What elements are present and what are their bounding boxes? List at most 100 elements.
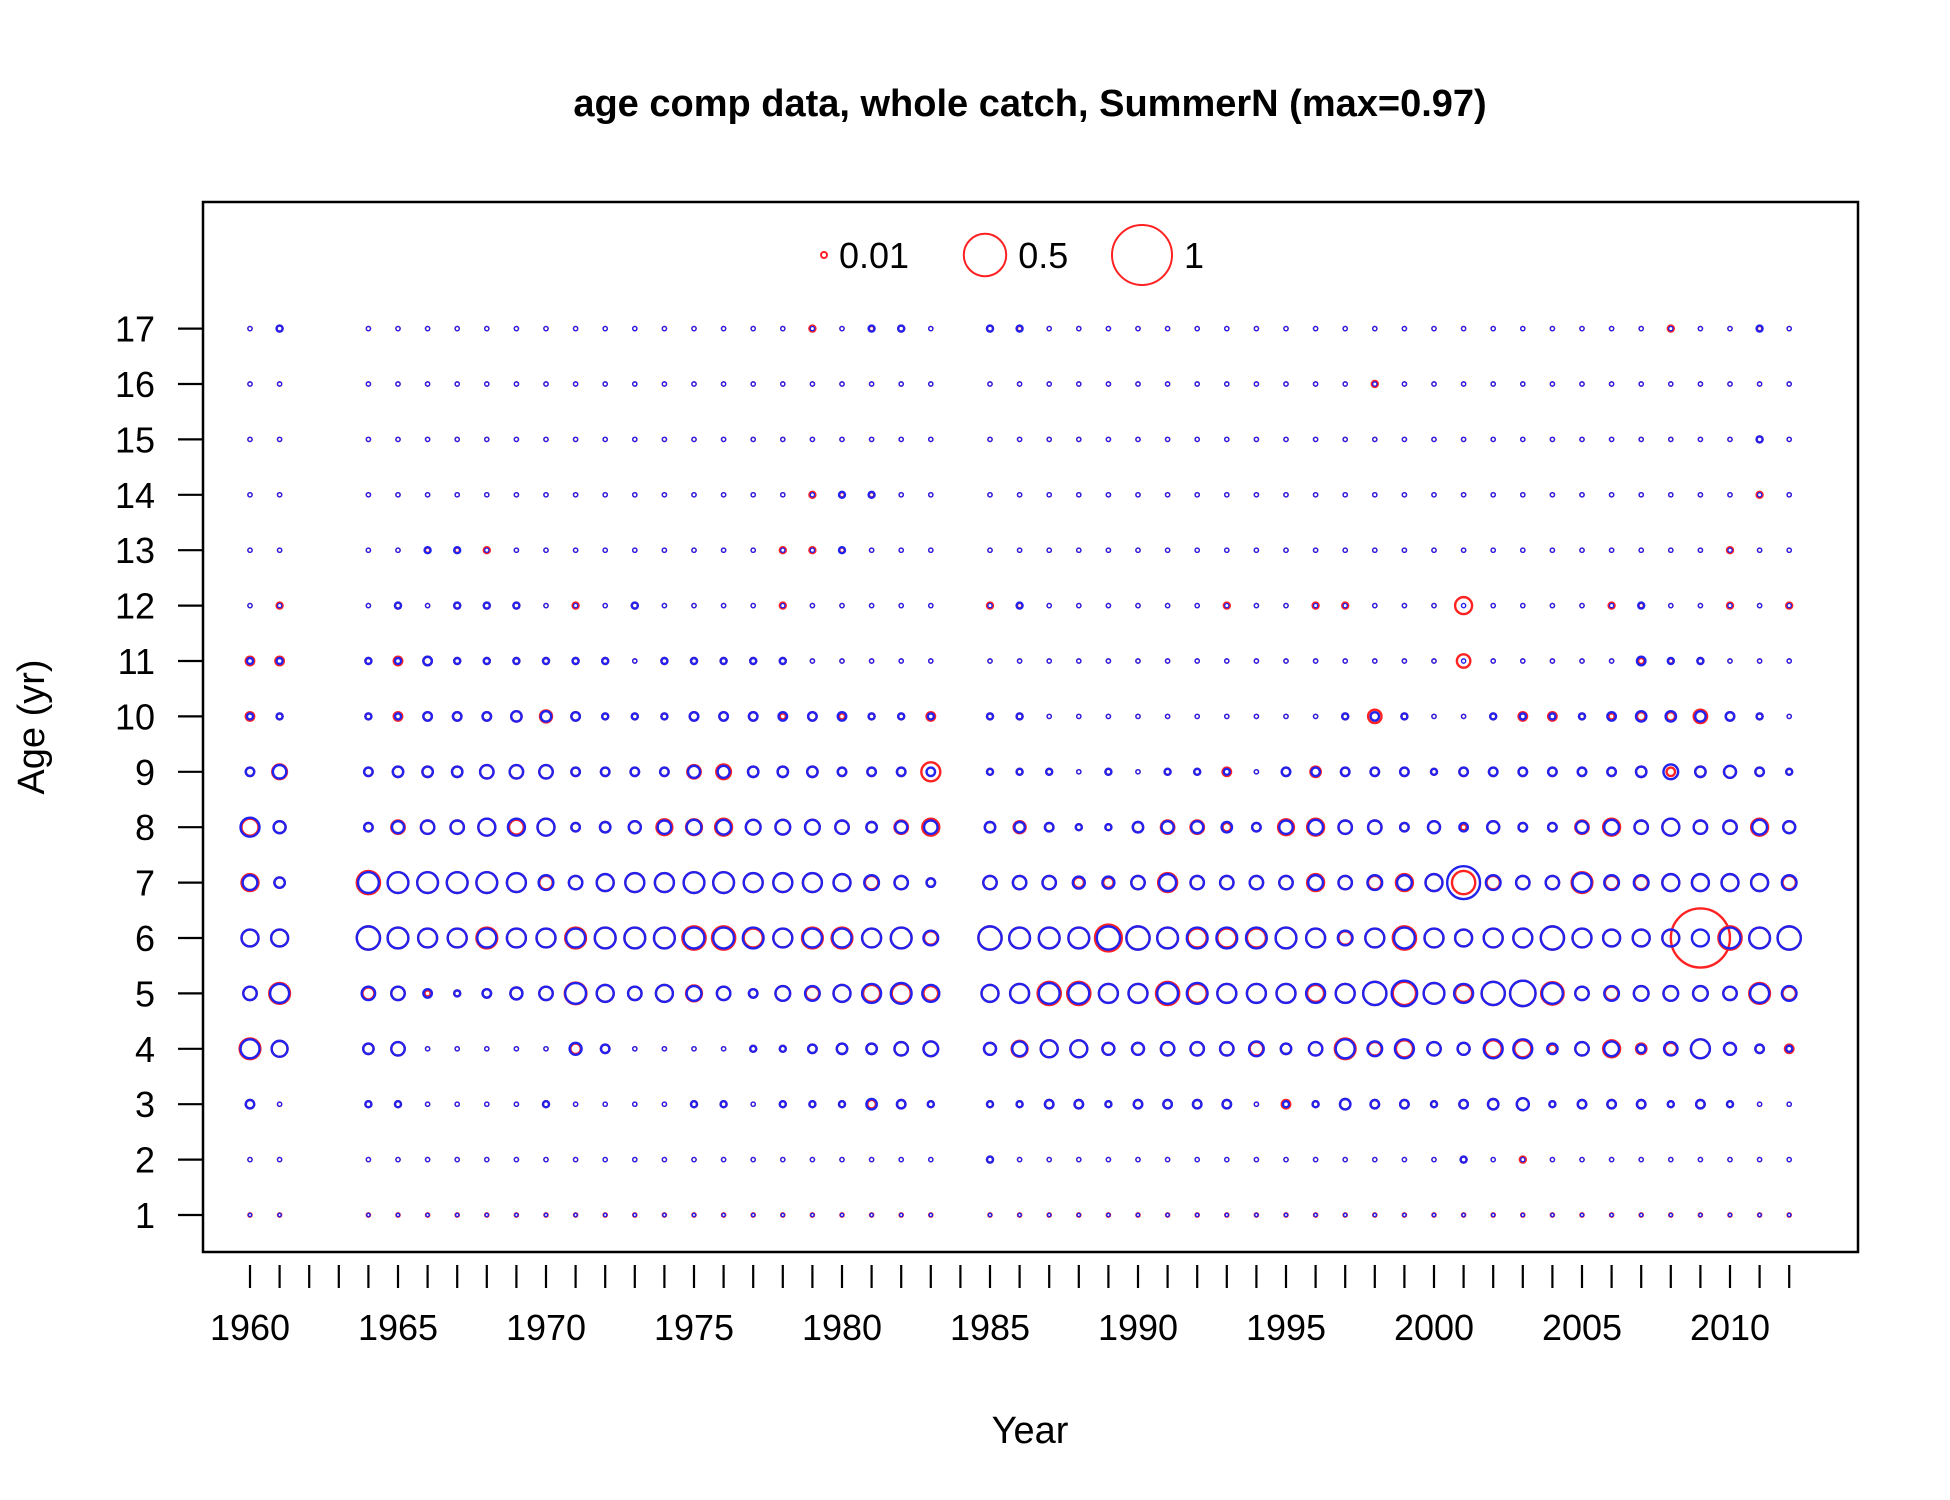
y-tick-label-14: 14 [115, 475, 155, 516]
bubble-expected-1988-age5 [1067, 981, 1091, 1005]
bubble-expected-1990-age11 [1135, 658, 1141, 664]
bubble-expected-1989-age15 [1105, 436, 1112, 443]
bubble-expected-2007-age8 [1633, 819, 1650, 836]
bubble-expected-1979-age9 [806, 765, 819, 779]
bubble-expected-1976-age11 [719, 656, 728, 666]
bubble-expected-1960-age17 [247, 325, 253, 332]
bubble-observed-1966-age5 [423, 989, 432, 998]
bubble-observed-1976-age9 [715, 763, 733, 781]
bubble-expected-1985-age7 [982, 874, 998, 891]
bubble-expected-1989-age9 [1104, 767, 1113, 776]
bubble-expected-1994-age15 [1253, 436, 1260, 443]
bubble-expected-2012-age11 [1786, 658, 1793, 664]
bubble-expected-1964-age9 [362, 766, 374, 778]
bubble-expected-2003-age10 [1518, 712, 1528, 721]
bubble-expected-1973-age4 [631, 1045, 638, 1052]
bubble-expected-1968-age12 [482, 601, 491, 610]
bubble-expected-2000-age2 [1431, 1156, 1437, 1163]
bubble-expected-1967-age6 [446, 927, 468, 949]
bubble-expected-2002-age11 [1490, 658, 1497, 664]
bubble-expected-1976-age4 [720, 1045, 727, 1052]
bubble-expected-2009-age12 [1697, 602, 1704, 609]
plot-frame [201, 200, 1860, 1254]
bubble-expected-1986-age5 [1008, 982, 1031, 1005]
bubble-expected-1961-age16 [276, 381, 283, 387]
bubble-expected-1983-age1 [928, 1212, 934, 1218]
bubble-expected-1985-age16 [987, 381, 993, 387]
x-tick-label-2000: 2000 [1394, 1307, 1474, 1348]
bubble-expected-1994-age13 [1253, 547, 1260, 554]
bubble-expected-2010-age15 [1727, 436, 1733, 443]
bubble-expected-1964-age8 [362, 821, 374, 833]
bubble-expected-1981-age17 [867, 324, 876, 333]
bubble-expected-1987-age5 [1037, 981, 1061, 1005]
bubble-observed-2006-age12 [1607, 601, 1616, 610]
bubble-expected-1977-age1 [750, 1212, 756, 1218]
bubble-expected-1997-age2 [1342, 1156, 1349, 1163]
bubble-expected-1973-age6 [623, 926, 647, 950]
bubble-observed-1961-age11 [274, 655, 286, 667]
bubble-expected-1960-age5 [242, 985, 258, 1002]
bubble-expected-1996-age4 [1307, 1040, 1324, 1057]
bubble-expected-2004-age6 [1539, 925, 1566, 951]
bubble-expected-1998-age16 [1371, 381, 1378, 387]
bubble-expected-1973-age15 [631, 436, 638, 443]
bubble-expected-2010-age6 [1718, 926, 1742, 950]
bubble-expected-1972-age3 [602, 1101, 609, 1108]
bubble-expected-2001-age3 [1458, 1098, 1470, 1110]
bubble-expected-1974-age6 [652, 926, 676, 950]
bubble-expected-1997-age1 [1342, 1212, 1348, 1218]
bubble-expected-2012-age1 [1786, 1212, 1792, 1218]
bubble-expected-1990-age4 [1130, 1041, 1146, 1057]
bubble-expected-2000-age10 [1431, 713, 1437, 720]
bubble-expected-1987-age16 [1046, 381, 1053, 387]
bubble-observed-1978-age12 [778, 601, 787, 610]
bubble-expected-1969-age9 [508, 763, 525, 780]
legend-label-0: 0.01 [839, 235, 909, 276]
bubble-expected-1983-age6 [922, 929, 940, 947]
bubble-expected-1976-age10 [718, 710, 730, 722]
bubble-expected-1964-age6 [355, 925, 382, 951]
bubble-expected-1969-age8 [506, 817, 527, 837]
bubble-expected-1979-age17 [809, 325, 816, 332]
bubble-layer [238, 324, 1803, 1218]
bubble-expected-1973-age10 [630, 712, 639, 721]
bubble-expected-1966-age15 [424, 436, 431, 443]
bubble-expected-1971-age4 [568, 1041, 583, 1057]
bubble-expected-1986-age2 [1016, 1156, 1023, 1163]
bubble-expected-1961-age7 [273, 876, 286, 889]
bubble-expected-2000-age6 [1423, 927, 1445, 949]
bubble-expected-1987-age3 [1043, 1098, 1055, 1110]
bubble-expected-1990-age3 [1132, 1098, 1144, 1110]
bubble-expected-1986-age6 [1008, 926, 1032, 950]
bubble-expected-1974-age5 [654, 983, 675, 1004]
bubble-expected-1990-age2 [1135, 1156, 1141, 1163]
bubble-expected-1988-age9 [1075, 768, 1082, 775]
bubble-expected-2010-age2 [1727, 1156, 1733, 1163]
bubble-expected-1979-age4 [806, 1043, 818, 1055]
bubble-expected-1960-age2 [247, 1156, 253, 1163]
bubble-expected-1968-age11 [482, 656, 491, 666]
bubble-expected-1978-age17 [779, 325, 786, 332]
bubble-expected-2008-age13 [1667, 547, 1674, 554]
bubble-observed-1991-age5 [1154, 980, 1181, 1007]
y-tick-label-7: 7 [135, 863, 155, 904]
bubble-expected-2005-age6 [1571, 927, 1593, 949]
bubble-expected-1969-age15 [513, 436, 520, 443]
bubble-expected-1978-age6 [772, 927, 794, 949]
bubble-observed-2012-age12 [1784, 601, 1794, 610]
bubble-expected-1994-age14 [1253, 491, 1260, 498]
bubble-expected-2008-age9 [1662, 763, 1680, 781]
bubble-expected-1993-age17 [1223, 325, 1230, 332]
bubble-expected-2012-age12 [1786, 602, 1793, 609]
bubble-expected-2003-age17 [1519, 325, 1526, 332]
bubble-expected-2006-age4 [1603, 1040, 1621, 1058]
bubble-expected-1975-age6 [682, 926, 706, 950]
bubble-expected-2005-age16 [1579, 381, 1585, 387]
bubble-expected-1994-age12 [1253, 602, 1260, 609]
bubble-expected-1968-age5 [481, 987, 493, 999]
bubble-expected-1985-age10 [985, 712, 995, 721]
bubble-expected-1988-age12 [1075, 602, 1082, 609]
bubble-expected-1967-age13 [453, 546, 462, 555]
bubble-expected-2008-age6 [1661, 928, 1681, 948]
